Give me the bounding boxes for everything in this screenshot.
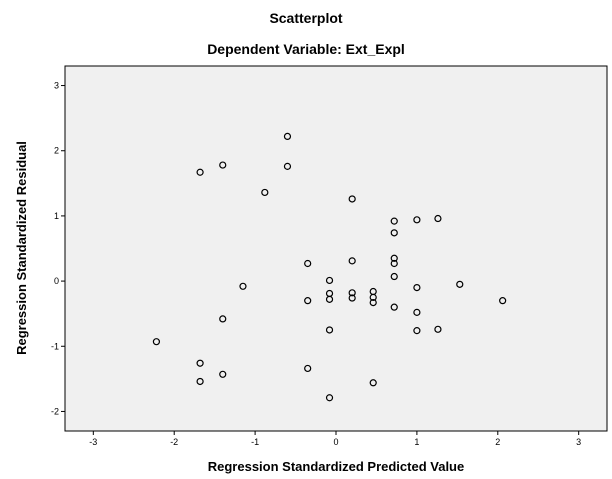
data-point bbox=[390, 217, 398, 225]
data-point bbox=[152, 338, 161, 346]
x-tick-label: 1 bbox=[414, 437, 419, 447]
data-point bbox=[196, 377, 204, 386]
axis-ticks: -3 -2 -1 0 1 2 3 -2 -1 0 1 2 3 bbox=[51, 81, 581, 447]
data-point bbox=[219, 315, 227, 323]
x-tick-label: -2 bbox=[170, 437, 178, 447]
data-point bbox=[283, 132, 292, 140]
data-point bbox=[434, 214, 442, 223]
chart-subtitle: Dependent Variable: Ext_Expl bbox=[207, 41, 405, 57]
x-tick-label: -3 bbox=[89, 437, 97, 447]
data-point bbox=[325, 295, 334, 303]
data-point bbox=[348, 195, 356, 203]
data-point bbox=[219, 370, 227, 378]
data-point bbox=[369, 298, 377, 307]
data-point bbox=[325, 326, 334, 334]
data-point bbox=[390, 272, 398, 281]
x-tick-label: 3 bbox=[576, 437, 581, 447]
data-point bbox=[499, 297, 507, 305]
data-point bbox=[239, 282, 247, 290]
y-tick-label: 1 bbox=[54, 211, 59, 221]
data-point bbox=[325, 276, 334, 285]
data-points bbox=[152, 132, 507, 402]
data-point bbox=[413, 216, 421, 224]
x-tick-label: 2 bbox=[495, 437, 500, 447]
data-point bbox=[283, 162, 292, 170]
y-tick-label: 3 bbox=[54, 81, 59, 91]
y-axis-title: Regression Standardized Residual bbox=[14, 141, 29, 355]
x-axis-title: Regression Standardized Predicted Value bbox=[208, 459, 464, 474]
data-point bbox=[261, 188, 269, 197]
y-tick-label: -2 bbox=[51, 406, 59, 416]
data-point bbox=[434, 325, 442, 333]
data-point bbox=[219, 161, 227, 169]
data-point bbox=[413, 308, 421, 316]
data-point bbox=[325, 394, 334, 402]
data-point bbox=[390, 229, 398, 237]
data-point bbox=[390, 254, 398, 262]
plot-area bbox=[64, 65, 608, 432]
data-point bbox=[369, 293, 377, 301]
data-point bbox=[348, 289, 356, 297]
data-point bbox=[348, 257, 356, 265]
data-point bbox=[304, 259, 312, 268]
x-tick-label: 0 bbox=[333, 437, 338, 447]
data-point bbox=[196, 168, 204, 176]
y-tick-label: 0 bbox=[54, 276, 59, 286]
data-point bbox=[369, 379, 377, 387]
data-point bbox=[413, 327, 421, 335]
data-point bbox=[304, 364, 312, 373]
y-tick-label: -1 bbox=[51, 341, 59, 351]
data-point bbox=[390, 303, 398, 311]
data-point bbox=[390, 259, 398, 268]
y-tick-label: 2 bbox=[54, 146, 59, 156]
data-point bbox=[196, 359, 204, 367]
chart-title: Scatterplot bbox=[269, 10, 342, 26]
data-point bbox=[456, 280, 464, 288]
data-point bbox=[348, 294, 356, 302]
x-tick-label: -1 bbox=[251, 437, 259, 447]
data-point bbox=[413, 284, 421, 292]
data-point bbox=[304, 297, 312, 305]
